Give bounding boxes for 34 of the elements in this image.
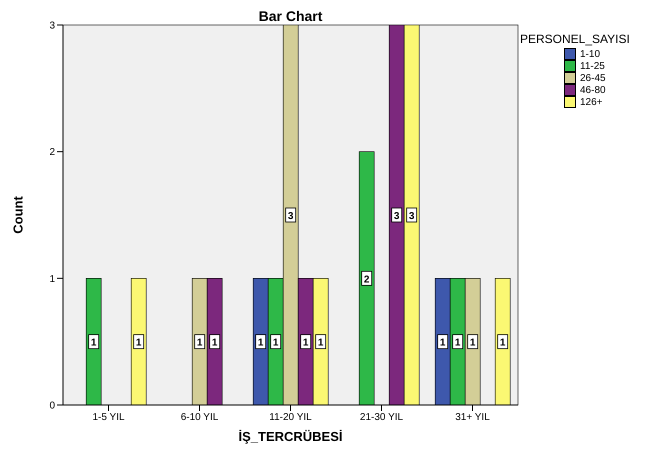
data-label: 1 [90,338,97,349]
x-axis-title: İŞ_TERCRÜBESİ [237,428,344,446]
x-tick-label: 11-20 YIL [269,412,312,424]
y-tick-label: 0 [49,400,56,412]
data-label: 1 [196,338,203,349]
legend-label: 1-10 [580,48,600,60]
y-tick-label: 3 [49,20,56,32]
y-tick-label: 2 [49,147,56,158]
data-label: 1 [440,338,446,349]
data-label: 1 [136,338,142,349]
chart-title: Bar Chart [258,8,324,24]
y-tick-label: 1 [49,274,56,285]
legend-label: 11-25 [580,60,605,72]
data-label: 2 [364,274,370,286]
legend-label: 46-80 [580,84,606,96]
data-label: 1 [212,338,218,349]
data-label: 1 [302,338,309,349]
legend-label: 26-45 [580,72,606,84]
data-label: 3 [394,211,400,222]
legend-title: PERSONEL_SAYISI [520,32,630,46]
x-tick-label: 1-5 YIL [92,412,125,424]
data-label: 1 [470,338,476,349]
data-label: 1 [500,338,506,349]
x-tick-label: 6-10 YIL [180,412,219,424]
x-tick-label: 31+ YIL [455,412,490,424]
data-label: 1 [258,338,264,349]
legend-label: 126+ [580,96,603,108]
data-label: 3 [288,211,294,222]
y-axis-title: Count [10,196,26,234]
data-label: 1 [272,338,279,349]
x-tick-label: 21-30 YIL [360,412,404,424]
data-label: 1 [318,338,324,349]
data-label: 1 [454,338,461,349]
data-label: 3 [408,211,415,222]
